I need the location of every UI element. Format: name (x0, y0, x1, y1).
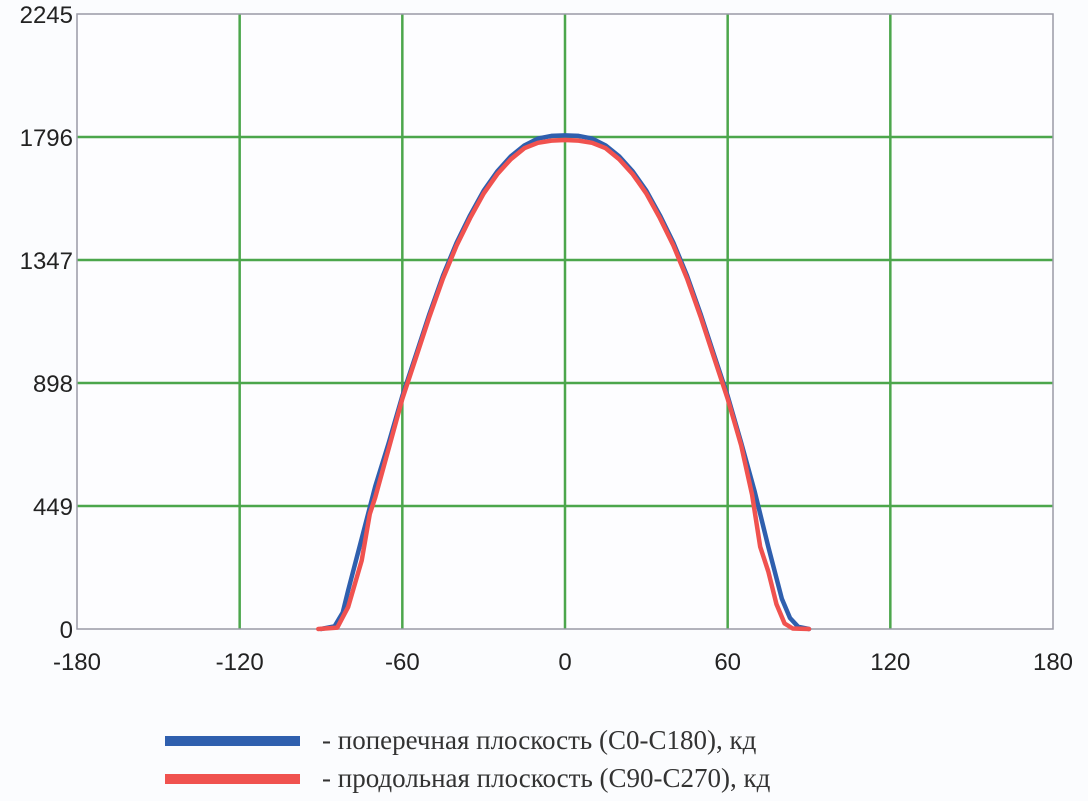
legend-swatch-series-2 (165, 774, 300, 784)
x-tick-label: 0 (558, 649, 571, 676)
x-tick-labels: -180 -120 -60 0 60 120 180 (53, 649, 1073, 676)
x-tick-label: -120 (216, 649, 264, 676)
y-tick-label: 1796 (20, 125, 73, 152)
grid-layer (77, 14, 1053, 629)
x-tick-label: -60 (385, 649, 420, 676)
legend-label-series-1: - поперечная плоскость (C0-C180), кд (322, 725, 757, 755)
y-tick-label: 1347 (20, 248, 73, 275)
x-tick-label: 180 (1033, 649, 1073, 676)
y-tick-labels: 0 449 898 1347 1796 2245 (20, 2, 73, 644)
series-line-2 (316, 137, 812, 632)
x-tick-label: 120 (870, 649, 910, 676)
legend: - поперечная плоскость (C0-C180), кд - п… (165, 725, 771, 793)
plot-frame (76, 13, 1054, 630)
y-tick-label: 898 (33, 371, 73, 398)
series-layer (316, 133, 812, 632)
y-tick-label: 2245 (20, 2, 73, 29)
y-tick-label: 0 (60, 617, 73, 644)
legend-swatch-series-1 (165, 736, 300, 746)
x-tick-label: -180 (53, 649, 101, 676)
legend-label-series-2: - продольная плоскость (C90-C270), кд (322, 763, 771, 793)
x-tick-label: 60 (714, 649, 741, 676)
y-tick-label: 449 (33, 494, 73, 521)
